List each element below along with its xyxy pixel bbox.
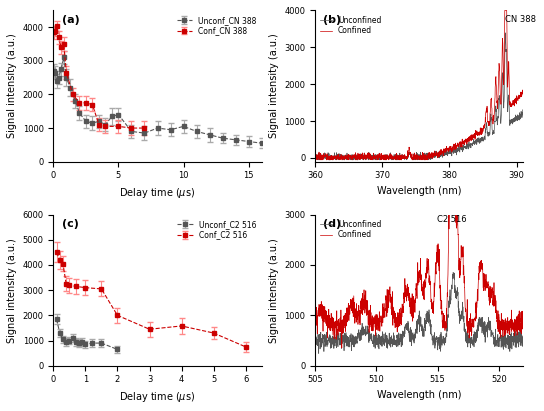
Confined <box>312 321 318 326</box>
Text: (a): (a) <box>61 15 79 25</box>
Unconfined <box>347 155 354 159</box>
Line: Confined: Confined <box>315 215 523 348</box>
Confined <box>314 157 321 162</box>
Unconfined <box>316 351 322 356</box>
Confined <box>382 308 388 313</box>
Unconfined <box>426 307 432 312</box>
Unconfined <box>312 152 318 157</box>
Text: (d): (d) <box>323 219 342 229</box>
Confined <box>312 153 318 158</box>
X-axis label: Wavelength (nm): Wavelength (nm) <box>377 390 461 400</box>
Unconfined <box>339 152 346 157</box>
X-axis label: Wavelength (nm): Wavelength (nm) <box>377 186 461 196</box>
Confined <box>403 289 409 293</box>
Confined <box>422 277 428 282</box>
Unconfined <box>450 270 456 275</box>
Unconfined <box>520 340 527 345</box>
Unconfined <box>312 335 318 339</box>
Unconfined <box>382 154 388 159</box>
Unconfined <box>382 330 388 335</box>
Confined <box>426 280 432 285</box>
Confined <box>339 156 346 161</box>
Confined <box>520 94 527 99</box>
Y-axis label: Signal intensity (a.u.): Signal intensity (a.u.) <box>7 238 17 342</box>
Unconfined <box>347 335 354 340</box>
Unconfined <box>403 154 409 159</box>
Unconfined <box>422 316 428 321</box>
Line: Unconfined: Unconfined <box>315 33 523 160</box>
Unconfined <box>422 152 428 157</box>
Y-axis label: Signal intensity (a.u.): Signal intensity (a.u.) <box>7 34 17 139</box>
Text: CN 388: CN 388 <box>504 14 535 23</box>
Confined <box>347 305 354 310</box>
Unconfined <box>502 30 509 35</box>
Text: (b): (b) <box>323 15 342 25</box>
Text: (c): (c) <box>61 219 78 229</box>
Confined <box>426 152 432 157</box>
Legend: Unconf_C2 516, Conf_C2 516: Unconf_C2 516, Conf_C2 516 <box>176 218 258 241</box>
Legend: Unconfined, Confined: Unconfined, Confined <box>319 218 383 241</box>
X-axis label: Delay time ($\mu$s): Delay time ($\mu$s) <box>120 186 196 200</box>
Confined <box>347 154 354 159</box>
Unconfined <box>339 335 346 340</box>
Confined <box>446 212 452 217</box>
Line: Confined: Confined <box>315 10 523 160</box>
Legend: Unconfined, Confined: Unconfined, Confined <box>319 14 383 37</box>
Confined <box>422 154 428 159</box>
Y-axis label: Signal intensity (a.u.): Signal intensity (a.u.) <box>269 34 279 139</box>
Confined <box>338 346 345 351</box>
Confined <box>382 157 388 162</box>
Unconfined <box>312 157 319 162</box>
Line: Unconfined: Unconfined <box>315 272 523 353</box>
Text: C2 516: C2 516 <box>437 215 467 224</box>
Confined <box>339 317 346 322</box>
Y-axis label: Signal intensity (a.u.): Signal intensity (a.u.) <box>269 238 279 342</box>
Legend: Unconf_CN 388, Conf_CN 388: Unconf_CN 388, Conf_CN 388 <box>175 14 258 37</box>
X-axis label: Delay time ($\mu$s): Delay time ($\mu$s) <box>120 390 196 404</box>
Unconfined <box>520 110 527 115</box>
Unconfined <box>403 322 409 327</box>
Confined <box>520 321 527 326</box>
Unconfined <box>426 155 432 160</box>
Confined <box>403 155 409 159</box>
Confined <box>502 8 508 13</box>
